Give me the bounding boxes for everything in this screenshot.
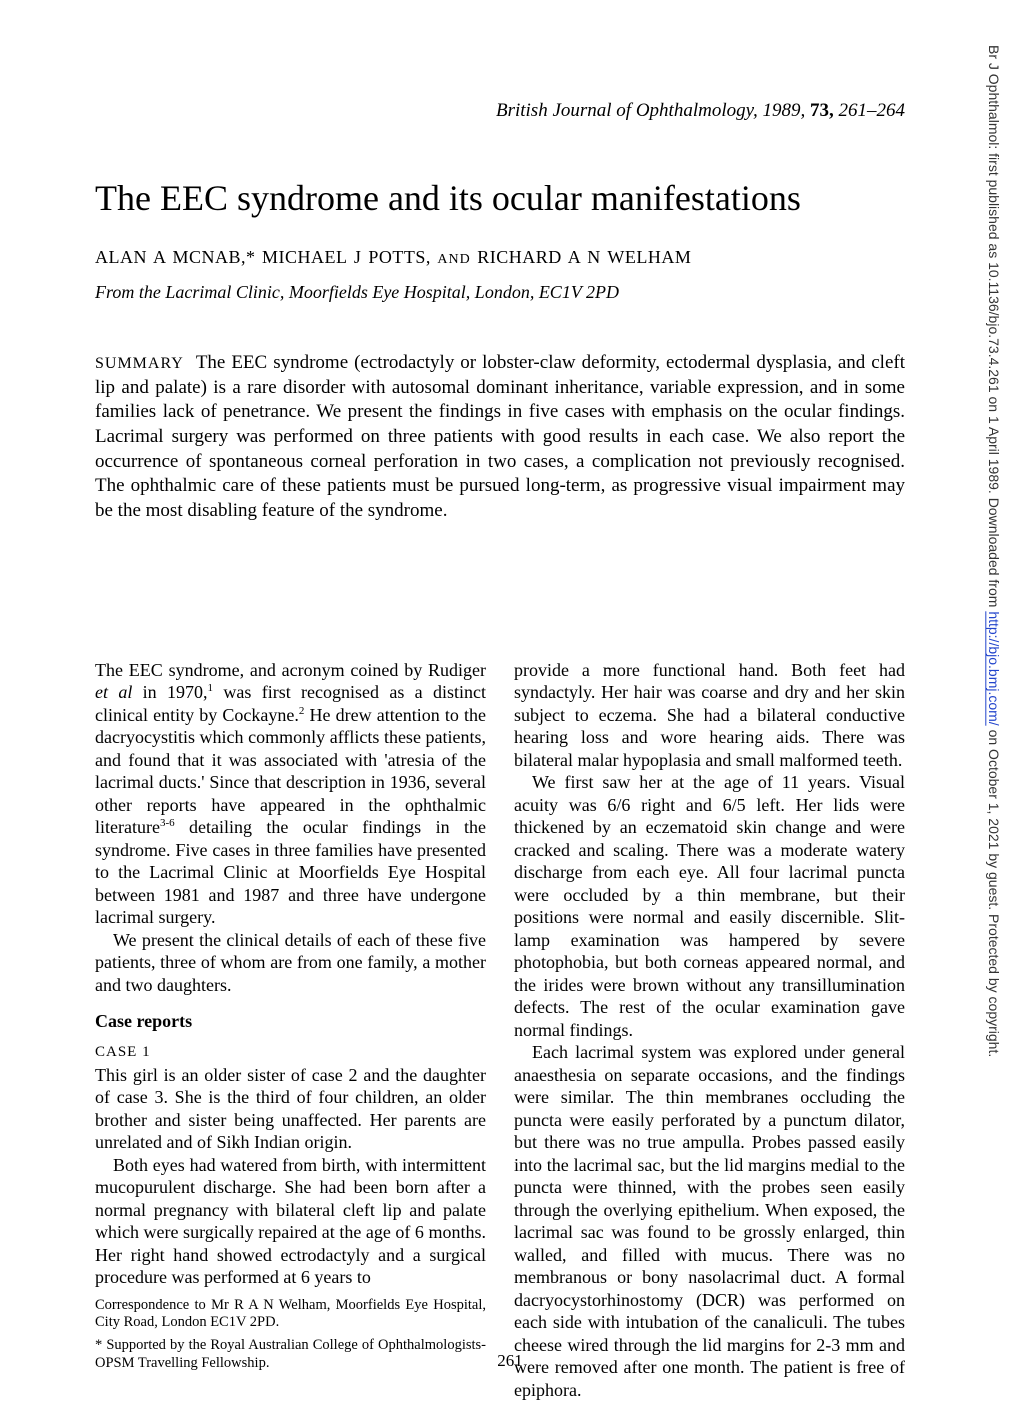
journal-year: 1989, bbox=[763, 100, 806, 121]
right-p2: We first saw her at the age of 11 years.… bbox=[514, 771, 905, 1041]
case-reports-heading: Case reports bbox=[95, 1010, 486, 1033]
case1-heading: CASE 1 bbox=[95, 1043, 486, 1062]
sidebar-link[interactable]: http://bjo.bmj.com/ bbox=[986, 611, 1002, 725]
sidebar-text-before: Br J Ophthalmol: first published as 10.1… bbox=[986, 45, 1002, 611]
journal-pages: 261–264 bbox=[839, 100, 906, 121]
summary-block: SUMMARYThe EEC syndrome (ectrodactyly or… bbox=[95, 351, 905, 524]
case1-p2: Both eyes had watered from birth, with i… bbox=[95, 1154, 486, 1289]
right-p3: Each lacrimal system was explored under … bbox=[514, 1041, 905, 1401]
author-3: RICHARD A N WELHAM bbox=[477, 247, 691, 267]
page-number: 261 bbox=[497, 1351, 523, 1371]
support-note: * Supported by the Royal Australian Coll… bbox=[95, 1337, 486, 1372]
left-column: The EEC syndrome, and acronym coined by … bbox=[95, 659, 486, 1401]
intro-paragraph: The EEC syndrome, and acronym coined by … bbox=[95, 659, 486, 929]
sidebar-text-after: on October 1, 2021 by guest. Protected b… bbox=[986, 726, 1002, 1058]
summary-text: The EEC syndrome (ectrodactyly or lobste… bbox=[95, 352, 905, 521]
intro-p2: We present the clinical details of each … bbox=[95, 929, 486, 997]
affiliation: From the Lacrimal Clinic, Moorfields Eye… bbox=[95, 282, 905, 303]
journal-volume: 73, bbox=[810, 100, 834, 121]
article-title: The EEC syndrome and its ocular manifest… bbox=[95, 177, 905, 219]
page-content: Br J Ophthalmol: first published as 10.1… bbox=[0, 0, 1020, 1397]
right-p1: provide a more functional hand. Both fee… bbox=[514, 659, 905, 772]
correspondence: Correspondence to Mr R A N Welham, Moorf… bbox=[95, 1297, 486, 1332]
case1-p1: This girl is an older sister of case 2 a… bbox=[95, 1064, 486, 1154]
author-2: MICHAEL J POTTS, bbox=[262, 247, 431, 267]
summary-label: SUMMARY bbox=[95, 355, 184, 372]
authors: ALAN A McNAB,* MICHAEL J POTTS, AND RICH… bbox=[95, 247, 905, 268]
body-columns: The EEC syndrome, and acronym coined by … bbox=[95, 659, 905, 1401]
right-column: provide a more functional hand. Both fee… bbox=[514, 659, 905, 1401]
author-1: ALAN A McNAB,* bbox=[95, 247, 256, 267]
sidebar-copyright: Br J Ophthalmol: first published as 10.1… bbox=[977, 45, 1002, 1365]
journal-name: British Journal of Ophthalmology, bbox=[496, 100, 758, 121]
authors-and: AND bbox=[437, 252, 470, 267]
journal-header: British Journal of Ophthalmology, 1989, … bbox=[95, 100, 905, 122]
